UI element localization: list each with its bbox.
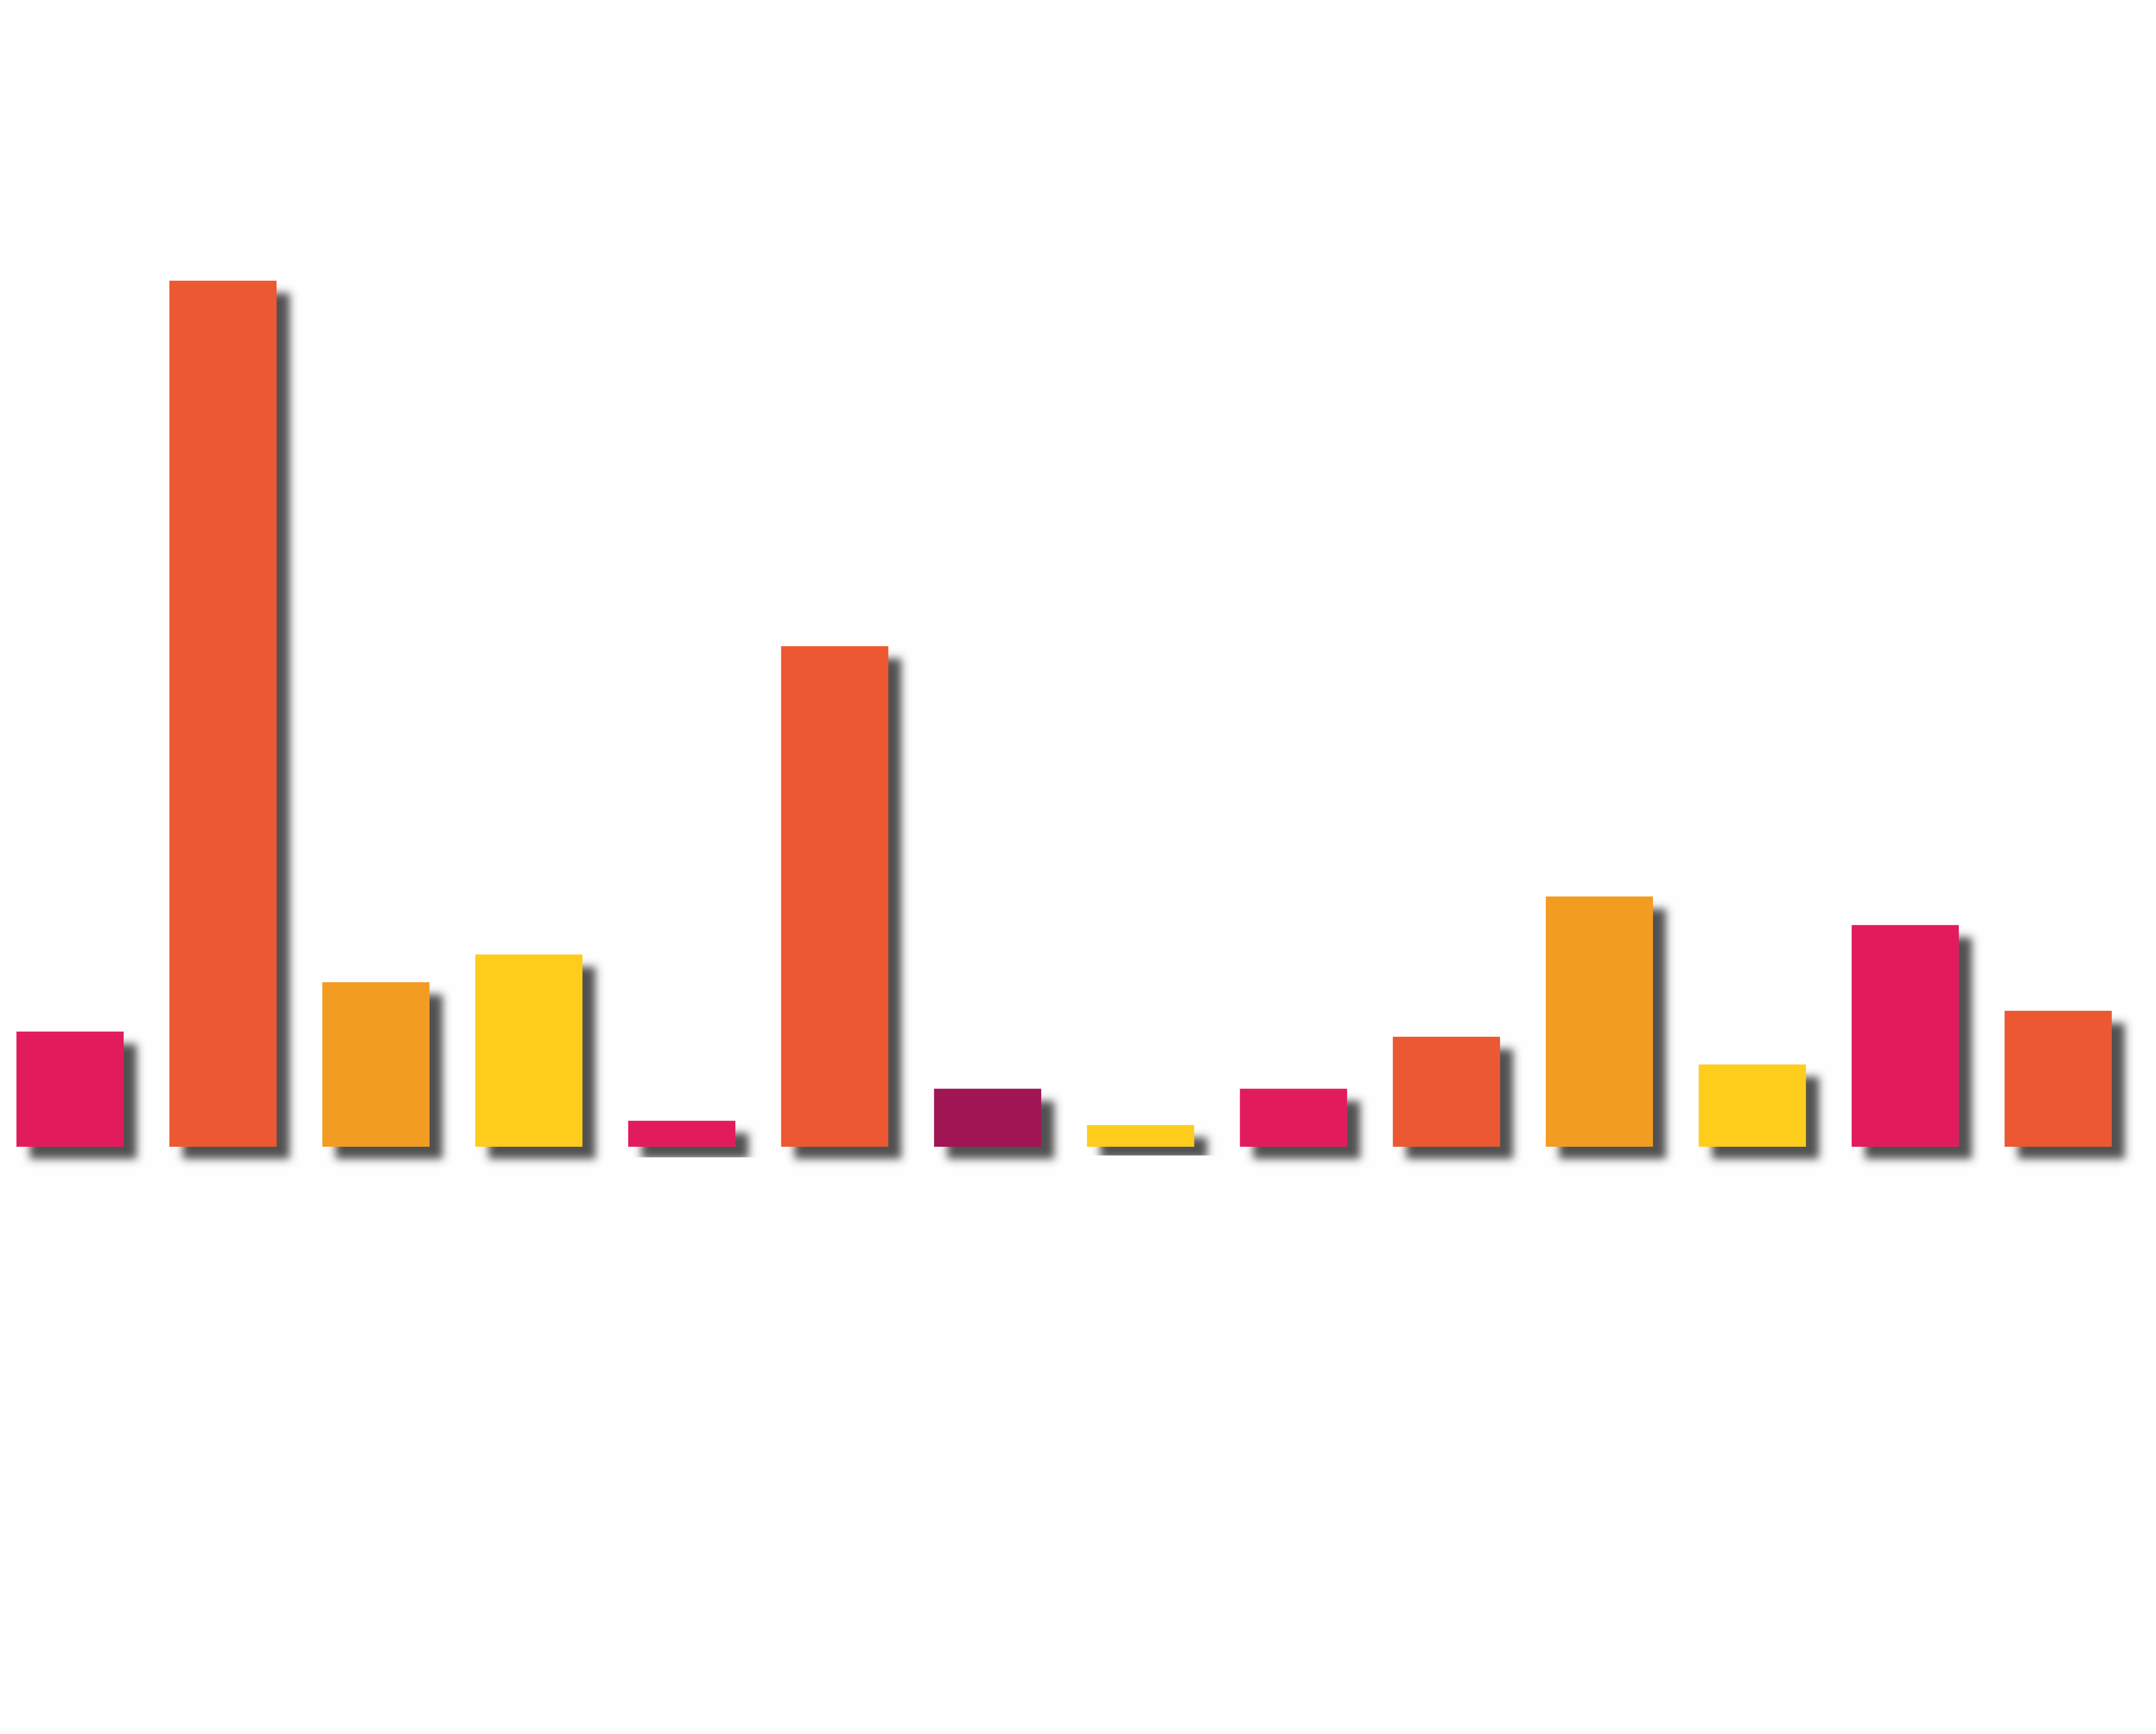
bar [781, 646, 889, 1147]
bar [934, 1088, 1041, 1147]
bar [1087, 1125, 1195, 1147]
bar [1240, 1088, 1347, 1147]
bar [16, 1032, 124, 1147]
bar [169, 281, 277, 1147]
bar [628, 1120, 736, 1147]
bar [1851, 925, 1959, 1147]
bar [322, 982, 430, 1147]
bar [2004, 1010, 2112, 1147]
bar [1546, 896, 1653, 1147]
bar [1699, 1064, 1806, 1147]
bar [475, 954, 582, 1147]
bar [1393, 1037, 1500, 1147]
